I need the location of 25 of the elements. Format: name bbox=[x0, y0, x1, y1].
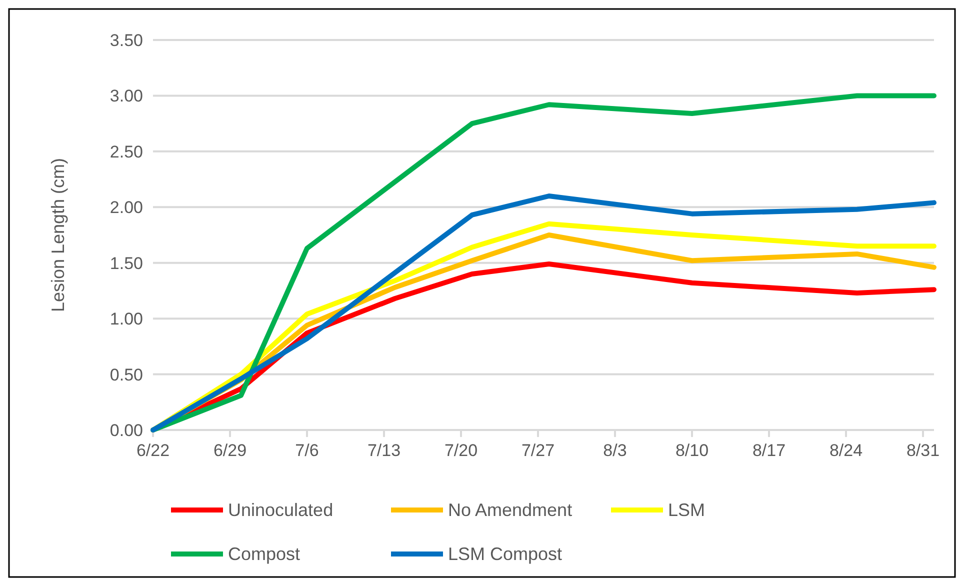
y-axis-title: Lesion Length (cm) bbox=[48, 158, 68, 312]
x-tick-label: 8/10 bbox=[675, 441, 709, 460]
x-tick-label: 8/31 bbox=[906, 441, 940, 460]
legend-label: Compost bbox=[228, 544, 300, 564]
x-tick-label: 7/27 bbox=[521, 441, 555, 460]
legend-label: LSM Compost bbox=[448, 544, 562, 564]
x-tick-label: 7/20 bbox=[444, 441, 478, 460]
x-tick-label: 7/13 bbox=[367, 441, 401, 460]
x-tick-label: 7/6 bbox=[295, 441, 319, 460]
y-tick-label: 3.50 bbox=[110, 31, 143, 50]
x-tick-label: 8/24 bbox=[829, 441, 863, 460]
y-tick-label: 1.00 bbox=[110, 310, 143, 329]
x-tick-label: 8/17 bbox=[752, 441, 786, 460]
y-tick-label: 2.50 bbox=[110, 142, 143, 162]
x-tick-label: 6/29 bbox=[213, 441, 247, 460]
legend-label: Uninoculated bbox=[228, 500, 334, 520]
y-tick-label: 3.00 bbox=[110, 86, 143, 106]
y-tick-label: 0.00 bbox=[110, 421, 143, 440]
y-tick-label: 0.50 bbox=[110, 365, 143, 384]
y-tick-label: 2.00 bbox=[110, 198, 143, 218]
x-tick-label: 6/22 bbox=[136, 441, 170, 460]
y-tick-label: 1.50 bbox=[110, 254, 143, 273]
x-tick-label: 8/3 bbox=[603, 441, 627, 460]
legend-label: No Amendment bbox=[448, 500, 572, 520]
legend-label: LSM bbox=[668, 500, 706, 520]
